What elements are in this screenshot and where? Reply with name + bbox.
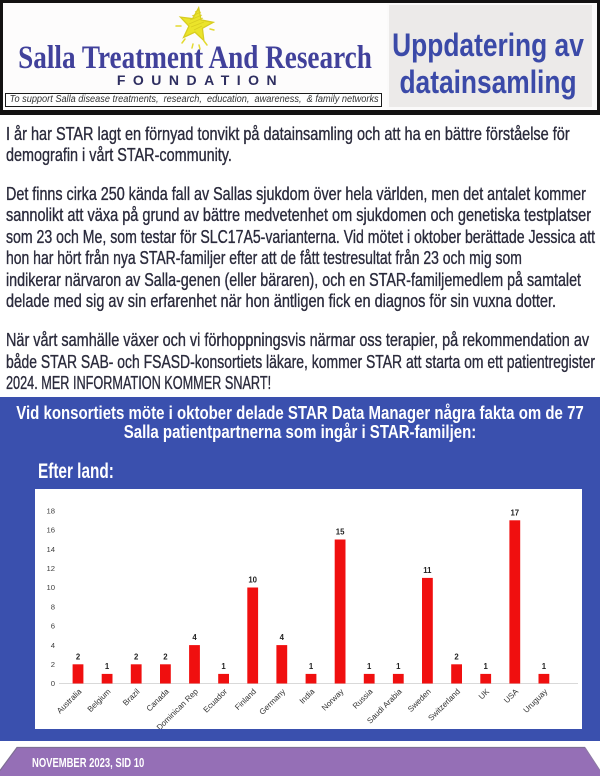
svg-text:Norway: Norway (320, 687, 346, 713)
svg-text:Brazil: Brazil (121, 687, 142, 708)
svg-text:12: 12 (46, 564, 55, 573)
svg-text:Sweden: Sweden (406, 687, 433, 714)
svg-text:1: 1 (484, 662, 489, 671)
svg-text:2: 2 (51, 660, 55, 669)
svg-text:11: 11 (423, 566, 432, 575)
svg-text:Australia: Australia (55, 687, 84, 716)
svg-text:14: 14 (46, 545, 55, 554)
svg-text:Belgium: Belgium (86, 687, 113, 714)
svg-text:2: 2 (163, 652, 168, 661)
svg-text:18: 18 (46, 506, 55, 515)
svg-text:2: 2 (134, 652, 139, 661)
svg-text:4: 4 (280, 633, 285, 642)
svg-text:1: 1 (105, 662, 110, 671)
svg-text:15: 15 (336, 528, 345, 537)
svg-text:1: 1 (309, 662, 314, 671)
svg-text:UK: UK (477, 687, 492, 702)
svg-text:2: 2 (454, 652, 459, 661)
svg-text:2: 2 (76, 652, 81, 661)
svg-text:1: 1 (396, 662, 401, 671)
svg-text:4: 4 (51, 641, 56, 650)
svg-text:India: India (298, 687, 317, 706)
svg-text:1: 1 (367, 662, 372, 671)
svg-text:10: 10 (248, 576, 257, 585)
svg-text:6: 6 (51, 622, 55, 631)
svg-text:10: 10 (46, 583, 55, 592)
svg-text:4: 4 (192, 633, 197, 642)
svg-text:Russia: Russia (351, 687, 375, 711)
svg-text:Canada: Canada (145, 687, 172, 714)
svg-text:1: 1 (221, 662, 226, 671)
svg-text:Uruguay: Uruguay (522, 687, 550, 715)
svg-text:1: 1 (542, 662, 547, 671)
svg-text:Germany: Germany (258, 687, 288, 717)
svg-text:Finland: Finland (233, 687, 258, 712)
svg-text:17: 17 (510, 508, 519, 517)
svg-text:Ecuador: Ecuador (202, 687, 230, 715)
svg-text:USA: USA (502, 687, 520, 705)
svg-text:8: 8 (51, 602, 55, 611)
svg-text:16: 16 (46, 526, 55, 535)
svg-text:0: 0 (51, 679, 55, 688)
